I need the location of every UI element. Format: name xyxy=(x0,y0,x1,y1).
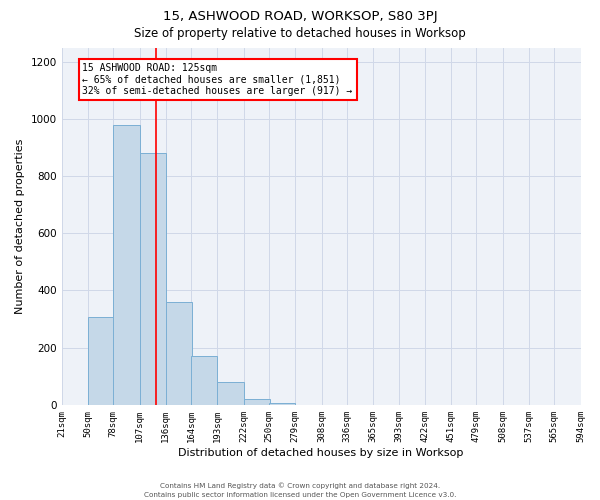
X-axis label: Distribution of detached houses by size in Worksop: Distribution of detached houses by size … xyxy=(178,448,464,458)
Bar xyxy=(269,404,295,405)
Text: Contains HM Land Registry data © Crown copyright and database right 2024.: Contains HM Land Registry data © Crown c… xyxy=(160,482,440,489)
Bar xyxy=(166,302,192,405)
Bar xyxy=(113,124,140,405)
Bar xyxy=(191,356,217,405)
Bar xyxy=(140,154,166,405)
Bar xyxy=(244,399,270,405)
Y-axis label: Number of detached properties: Number of detached properties xyxy=(15,138,25,314)
Text: 15 ASHWOOD ROAD: 125sqm
← 65% of detached houses are smaller (1,851)
32% of semi: 15 ASHWOOD ROAD: 125sqm ← 65% of detache… xyxy=(82,63,353,96)
Bar xyxy=(88,317,114,405)
Text: Size of property relative to detached houses in Worksop: Size of property relative to detached ho… xyxy=(134,28,466,40)
Bar xyxy=(217,382,244,405)
Text: 15, ASHWOOD ROAD, WORKSOP, S80 3PJ: 15, ASHWOOD ROAD, WORKSOP, S80 3PJ xyxy=(163,10,437,23)
Text: Contains public sector information licensed under the Open Government Licence v3: Contains public sector information licen… xyxy=(144,492,456,498)
